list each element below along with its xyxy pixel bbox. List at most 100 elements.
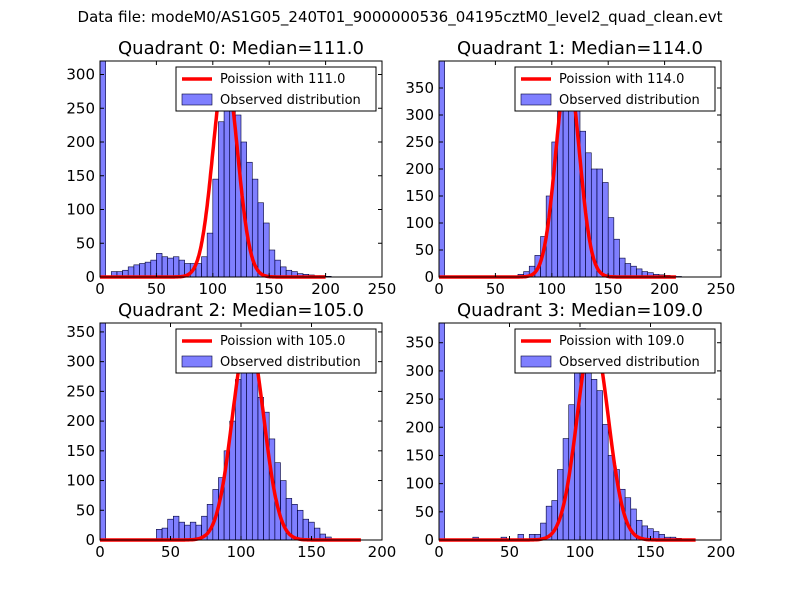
histogram-bar (184, 524, 191, 541)
y-tick-label: 50 (415, 503, 434, 521)
histogram-bar (161, 527, 168, 541)
subplot-title: Quadrant 1: Median=114.0 (457, 38, 703, 59)
histogram-bar (607, 217, 615, 278)
legend-line-label: Poission with 114.0 (559, 72, 684, 87)
legend: Poission with 111.0 Observed distribution (175, 66, 377, 112)
histogram-bar (99, 60, 106, 278)
subplot-quadrant-3: Quadrant 3: Median=109.0 0 50 100 150 200 0 50 1… (405, 300, 735, 561)
histogram-bar (218, 121, 225, 278)
y-tick-label: 100 (405, 475, 434, 493)
histogram-bar (568, 87, 575, 278)
y-tick-label: 250 (405, 133, 434, 151)
y-tick-label: 300 (405, 362, 434, 380)
histogram-bar (144, 261, 152, 278)
x-tick-label: 100 (537, 280, 566, 298)
histogram-bar (619, 257, 626, 278)
histogram-bar (624, 263, 632, 278)
y-tick-label: 0 (85, 268, 95, 286)
histogram-bar (596, 390, 603, 541)
histogram-bar (251, 355, 259, 541)
x-tick-label: 0 (95, 280, 105, 298)
y-tick-label: 100 (66, 201, 95, 219)
histogram-bar (590, 379, 598, 541)
subplot-quadrant-2: Quadrant 2: Median=105.0 0 50 100 150 200 0 50 1… (66, 300, 396, 561)
y-tick-label: 350 (405, 334, 434, 352)
histogram-bar (167, 257, 174, 278)
legend-line-label: Poission with 111.0 (220, 72, 345, 87)
y-tick-label: 50 (76, 234, 95, 252)
histogram-bar (302, 518, 309, 541)
x-tick-label: 200 (650, 280, 679, 298)
legend-bar-swatch (181, 93, 213, 106)
x-tick-label: 150 (594, 280, 623, 298)
subplot-title: Quadrant 3: Median=109.0 (457, 300, 703, 321)
legend: Poission with 105.0 Observed distribution (175, 328, 377, 374)
x-tick-label: 100 (566, 543, 595, 561)
histogram-bar (602, 424, 609, 541)
x-tick-label: 50 (486, 280, 505, 298)
y-tick-label: 250 (66, 99, 95, 117)
legend-bar-swatch (520, 355, 552, 368)
histogram-bar (257, 202, 264, 278)
y-tick-label: 200 (66, 412, 95, 430)
x-tick-label: 50 (161, 543, 180, 561)
histogram-bar (161, 256, 168, 278)
x-tick-label: 50 (147, 280, 166, 298)
legend-bar-swatch (520, 93, 552, 106)
axes-frame (99, 60, 383, 278)
subplot-title: Quadrant 0: Median=111.0 (118, 38, 364, 59)
legend-line-label: Poission with 109.0 (559, 334, 684, 349)
y-tick-label: 0 (424, 268, 434, 286)
y-tick-label: 300 (66, 66, 95, 84)
histogram-bar (602, 182, 609, 278)
legend-bar-label: Observed distribution (220, 93, 361, 108)
subplot-title: Quadrant 2: Median=105.0 (118, 300, 364, 321)
legend: Poission with 114.0 Observed distribution (514, 66, 716, 112)
y-tick-label: 100 (66, 472, 95, 490)
histogram-bar (173, 515, 180, 541)
histogram-bar (263, 222, 270, 278)
legend-bar-label: Observed distribution (559, 355, 700, 370)
histogram-bar (133, 264, 140, 278)
y-tick-label: 200 (405, 418, 434, 436)
histogram-bar (596, 168, 603, 278)
y-tick-label: 350 (405, 79, 434, 97)
x-tick-label: 150 (255, 280, 284, 298)
y-tick-label: 150 (405, 446, 434, 464)
histogram-bar (314, 527, 321, 541)
y-tick-label: 200 (405, 160, 434, 178)
y-tick-label: 50 (415, 241, 434, 259)
histogram-bar (235, 379, 242, 541)
legend-bar-swatch (181, 355, 213, 368)
y-tick-label: 250 (66, 382, 95, 400)
histogram-bar (178, 521, 185, 541)
y-tick-label: 50 (76, 501, 95, 519)
x-tick-label: 200 (311, 280, 340, 298)
legend-bar-label: Observed distribution (559, 93, 700, 108)
figure-title: Data file: modeM0/AS1G05_240T01_90000005… (77, 8, 723, 26)
histogram-bar (173, 256, 180, 278)
x-tick-label: 250 (707, 280, 736, 298)
histogram-bar (268, 249, 276, 278)
histogram-bar (607, 455, 615, 541)
x-tick-label: 0 (95, 543, 105, 561)
y-tick-label: 250 (405, 390, 434, 408)
histogram-bar (438, 322, 445, 541)
x-tick-label: 100 (227, 543, 256, 561)
histogram-bar (274, 259, 281, 278)
histogram-bar (201, 256, 208, 278)
y-tick-label: 300 (66, 353, 95, 371)
x-tick-label: 0 (434, 543, 444, 561)
x-tick-label: 150 (636, 543, 665, 561)
histogram-bar (139, 263, 146, 278)
histogram-bar (613, 238, 620, 278)
x-tick-label: 200 (368, 543, 397, 561)
histogram-bar (212, 178, 219, 278)
y-tick-label: 350 (66, 323, 95, 341)
y-tick-label: 100 (405, 214, 434, 232)
y-tick-label: 0 (424, 531, 434, 549)
x-tick-label: 50 (500, 543, 519, 561)
y-tick-label: 150 (66, 442, 95, 460)
histogram-bar (206, 232, 214, 278)
